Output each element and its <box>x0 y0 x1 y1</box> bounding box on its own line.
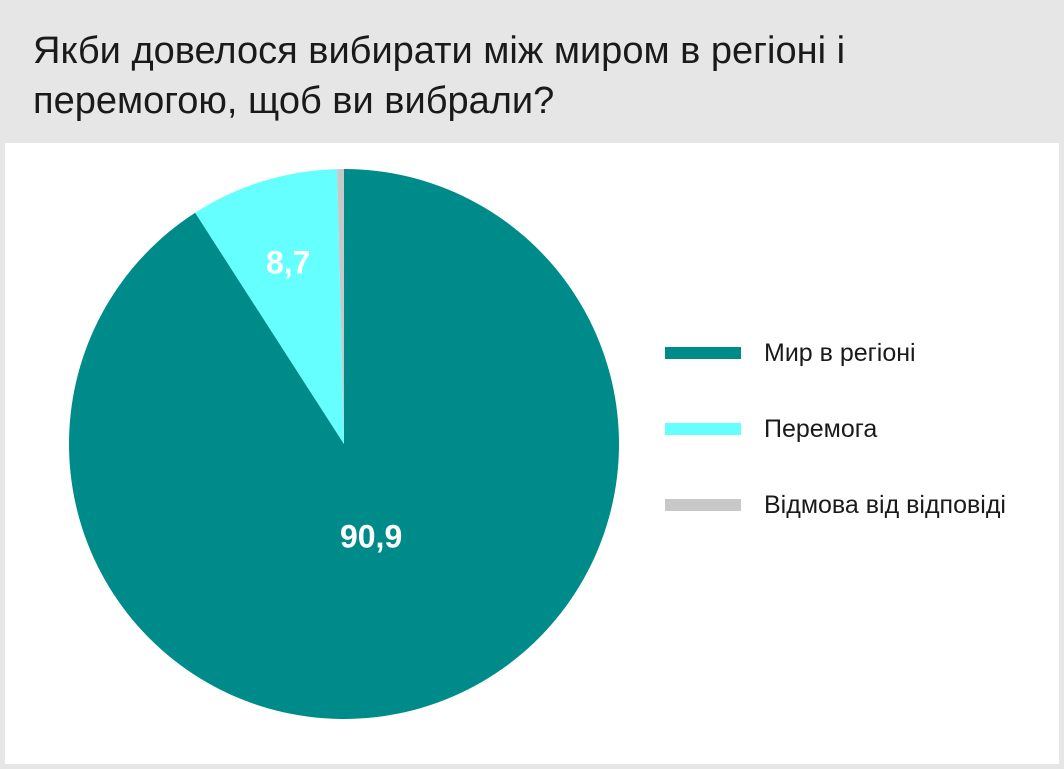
legend-label: Відмова від відповіді <box>764 491 1006 519</box>
pie-slice-мир-в-регіоні <box>68 169 619 719</box>
legend-swatch <box>665 347 741 359</box>
chart-header: Якби довелося вибирати між миром в регіо… <box>0 0 1064 143</box>
legend-swatch <box>665 423 741 435</box>
chart-title: Якби довелося вибирати між миром в регіо… <box>33 30 846 122</box>
pie-value-labels: 90,9 8,7 <box>266 245 402 555</box>
pie-slice-перемога <box>195 169 344 444</box>
pie-slices <box>68 169 619 719</box>
value-label-мир-в-регіоні: 90,9 <box>340 518 402 554</box>
legend-swatch <box>665 499 741 511</box>
value-label-перемога: 8,7 <box>266 245 310 281</box>
pie-slice-відмова-від-відповіді <box>337 169 344 444</box>
legend-label: Мир в регіоні <box>764 339 916 367</box>
legend-label: Перемога <box>764 415 878 443</box>
